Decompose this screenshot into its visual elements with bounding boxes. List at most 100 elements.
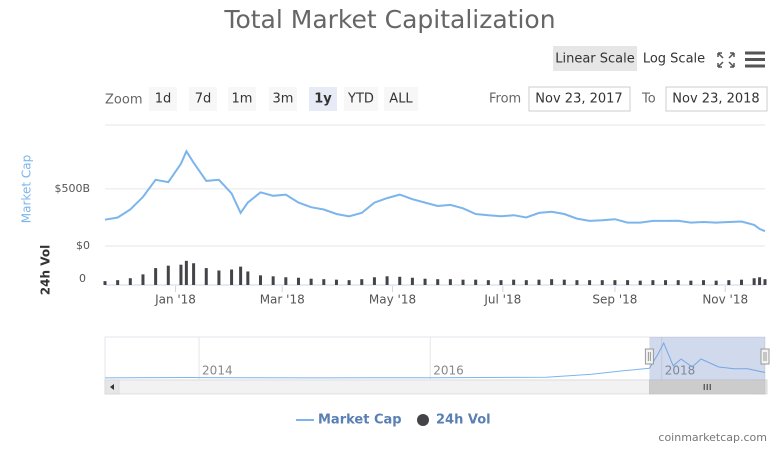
volume-bar (309, 278, 313, 285)
from-input[interactable] (528, 86, 631, 112)
zoom-button-bg[interactable] (384, 87, 418, 111)
x-tick-label: Jul '18 (483, 293, 521, 307)
to-label: To (641, 92, 656, 107)
volume-bar (128, 278, 132, 285)
navigator-handle-grip (647, 352, 651, 361)
volume-bar (752, 278, 756, 285)
from-label: From (489, 92, 521, 107)
volume-bar (259, 275, 263, 285)
navigator-tick-label: 2018 (665, 364, 696, 378)
zoom-button-bg[interactable] (344, 87, 378, 111)
volume-bar (385, 276, 389, 285)
volume-bar (676, 280, 680, 285)
volume-bar (763, 279, 767, 285)
volume-bar (179, 264, 183, 285)
volume-bar (322, 279, 326, 285)
volume-bar (758, 277, 762, 285)
volume-bar (246, 271, 250, 285)
volume-bar (512, 279, 516, 285)
volume-bar (372, 277, 376, 285)
zoom-button[interactable]: 3m (273, 92, 294, 107)
y-tick-label: $0 (76, 239, 90, 252)
volume-bar (284, 277, 288, 285)
x-tick-label: Sep '18 (592, 293, 637, 307)
from-value: Nov 23, 2017 (535, 92, 622, 107)
navigator-selection[interactable] (649, 337, 765, 380)
volume-bar (727, 280, 731, 285)
credits: coinmarketcap.com (658, 431, 767, 444)
x-tick-label: Nov '18 (702, 293, 748, 307)
volume-bar (192, 263, 196, 285)
volume-bar (347, 280, 351, 285)
volume-bar (600, 280, 604, 285)
navigator-tick-label: 2014 (202, 364, 233, 378)
volume-bar (166, 265, 170, 285)
fullscreen-icon[interactable] (717, 52, 735, 68)
zoom-button-bg[interactable] (149, 87, 177, 111)
volume-bar (410, 277, 414, 285)
legend-dot[interactable] (417, 414, 429, 426)
volume-bar (714, 280, 718, 285)
volume-bar (638, 280, 642, 285)
volume-bar (562, 279, 566, 285)
zoom-button[interactable]: YTD (347, 92, 374, 107)
volume-bar (461, 279, 465, 285)
volume-bar (103, 281, 107, 285)
volume-bar (436, 279, 440, 285)
volume-bar (537, 279, 541, 285)
x-tick-label: Mar '18 (260, 293, 305, 307)
navigator-line (104, 341, 766, 379)
legend-label[interactable]: Market Cap (318, 413, 402, 428)
legend-label[interactable]: 24h Vol (436, 413, 491, 428)
volume-bar (334, 279, 338, 285)
volume-bar (651, 280, 655, 285)
y-tick-label: 0 (79, 272, 86, 285)
volume-bar (474, 279, 478, 285)
zoom-button[interactable]: 1m (232, 92, 253, 107)
volume-bar (550, 279, 554, 285)
scale-button[interactable]: Log Scale (643, 52, 705, 67)
zoom-button-bg[interactable] (269, 87, 297, 111)
volume-bar (184, 260, 188, 285)
volume-bar (154, 268, 158, 285)
market-cap-line (104, 149, 766, 233)
volume-bar (588, 280, 592, 285)
chart-title: Total Market Capitalization (223, 5, 555, 34)
scale-button[interactable]: Linear Scale (555, 52, 635, 67)
volume-bar (230, 269, 234, 285)
volume-bar (116, 280, 120, 285)
zoom-button-bg[interactable] (189, 87, 217, 111)
volume-bar (702, 280, 706, 285)
volume-bar (360, 279, 364, 285)
zoom-button[interactable]: ALL (389, 92, 413, 107)
zoom-button-bg[interactable] (309, 87, 337, 111)
zoom-button[interactable]: 1y (314, 92, 332, 107)
scrollbar-grip (703, 384, 711, 390)
navigator-handle[interactable] (760, 348, 770, 365)
y-tick-label: $500B (54, 182, 90, 195)
scale-button-bg[interactable] (553, 46, 637, 71)
zoom-button[interactable]: 1d (155, 92, 172, 107)
volume-bar (271, 276, 275, 285)
volume-bar (613, 280, 617, 285)
zoom-button-bg[interactable] (228, 87, 256, 111)
volume-bar (204, 268, 208, 285)
volume-bar (239, 266, 243, 285)
volume-bar (486, 280, 490, 285)
y-axis-title: Market Cap (20, 155, 34, 223)
volume-bar (499, 280, 503, 285)
scroll-left-arrow (110, 384, 114, 390)
y-axis-title: 24h Vol (39, 245, 53, 295)
volume-bar (141, 274, 145, 285)
zoom-button[interactable]: 7d (195, 92, 212, 107)
volume-bar (575, 280, 579, 285)
volume-bar (626, 280, 630, 285)
menu-icon[interactable] (745, 51, 765, 68)
volume-bar (689, 280, 693, 285)
x-tick-label: Jan '18 (154, 293, 196, 307)
x-tick-label: May '18 (369, 293, 416, 307)
volume-bar (739, 279, 743, 285)
to-input[interactable] (665, 86, 768, 112)
navigator-handle[interactable] (644, 348, 654, 365)
